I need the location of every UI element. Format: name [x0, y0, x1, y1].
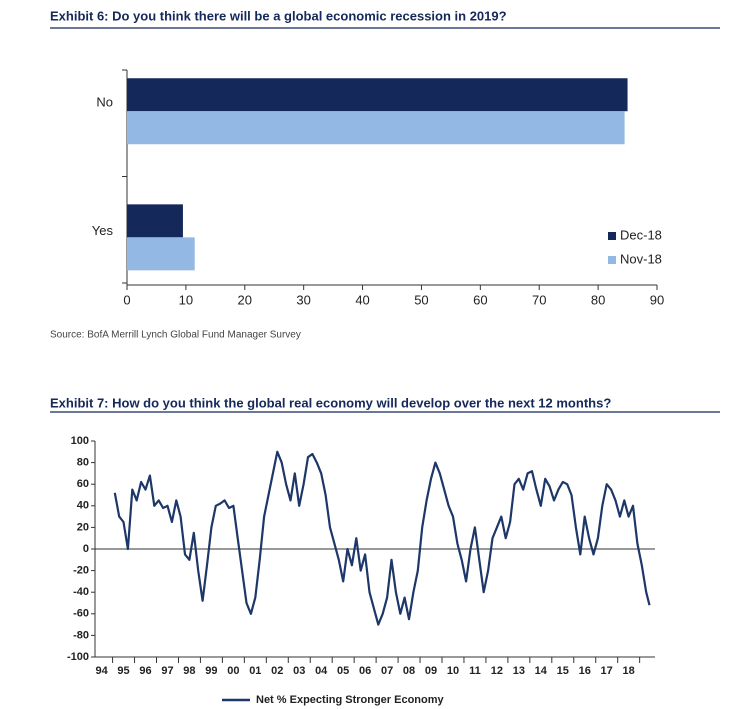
y-tick-label: 0 [83, 543, 89, 555]
x-tick-label: 20 [238, 292, 252, 307]
x-tick-label: 0 [123, 292, 130, 307]
x-tick-label: 80 [591, 292, 605, 307]
x-tick-label: 98 [183, 665, 195, 677]
x-tick-label: 16 [579, 665, 591, 677]
x-tick-label: 50 [414, 292, 428, 307]
x-tick-label: 09 [425, 665, 437, 677]
line [113, 450, 651, 626]
x-tick-label: 06 [359, 665, 371, 677]
chart-title: Exhibit 6: Do you think there will be a … [50, 8, 507, 23]
x-tick-label: 14 [535, 665, 548, 677]
y-tick-label: -100 [67, 651, 89, 663]
x-tick-label: 00 [227, 665, 239, 677]
x-tick-label: 90 [650, 292, 664, 307]
y-tick-label: 100 [71, 435, 89, 447]
x-tick-label: 08 [403, 665, 415, 677]
y-tick-label: -60 [73, 608, 89, 620]
x-tick-label: 05 [337, 665, 349, 677]
y-tick-label: Yes [92, 223, 114, 238]
x-tick-label: 01 [249, 665, 261, 677]
x-tick-label: 70 [532, 292, 546, 307]
x-tick-label: 15 [557, 665, 569, 677]
x-tick-label: 94 [95, 665, 108, 677]
x-tick-label: 12 [491, 665, 503, 677]
x-tick-label: 40 [355, 292, 369, 307]
bar [127, 78, 628, 112]
x-tick-label: 10 [179, 292, 193, 307]
y-tick-label: 80 [77, 457, 89, 469]
x-tick-label: 99 [205, 665, 217, 677]
x-tick-label: 17 [601, 665, 613, 677]
legend-label: Nov-18 [620, 251, 662, 266]
x-tick-label: 07 [381, 665, 393, 677]
y-tick-label: -80 [73, 629, 89, 641]
x-tick-label: 30 [296, 292, 310, 307]
bar [127, 204, 183, 238]
legend-swatch [608, 256, 616, 264]
legend-label: Net % Expecting Stronger Economy [256, 694, 445, 706]
y-tick-label: 40 [77, 500, 89, 512]
y-tick-label: -20 [73, 565, 89, 577]
x-tick-label: 03 [293, 665, 305, 677]
x-tick-label: 10 [447, 665, 459, 677]
x-tick-label: 04 [315, 665, 328, 677]
legend-swatch [608, 232, 616, 240]
x-tick-label: 13 [513, 665, 525, 677]
y-tick-label: No [96, 95, 113, 110]
x-tick-label: 11 [469, 665, 481, 677]
x-tick-label: 96 [139, 665, 151, 677]
x-tick-label: 18 [623, 665, 635, 677]
x-tick-label: 97 [161, 665, 173, 677]
x-tick-label: 02 [271, 665, 283, 677]
bar [127, 111, 625, 145]
chart-title: Exhibit 7: How do you think the global r… [50, 395, 611, 410]
source: Source: BofA Merrill Lynch Global Fund M… [50, 330, 301, 341]
legend-label: Dec-18 [620, 227, 662, 242]
bar [127, 237, 195, 271]
x-tick-label: 95 [117, 665, 129, 677]
y-tick-label: -40 [73, 586, 89, 598]
y-tick-label: 20 [77, 521, 89, 533]
x-tick-label: 60 [473, 292, 487, 307]
y-tick-label: 60 [77, 478, 89, 490]
